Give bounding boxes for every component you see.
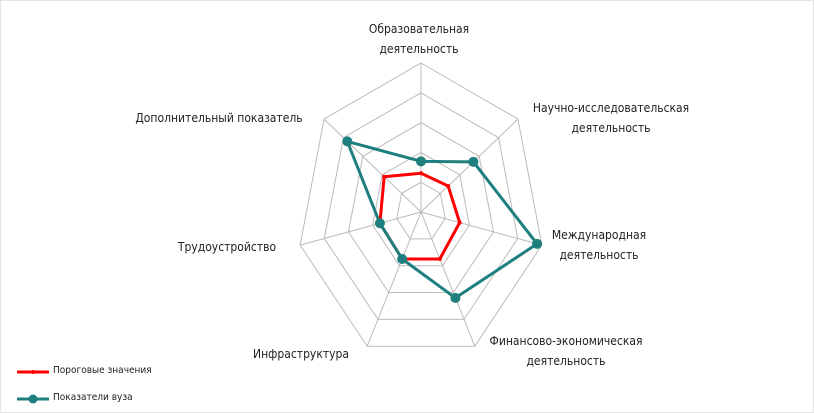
spoke [420,211,543,246]
spoke [323,118,422,213]
marker [416,156,426,167]
spoke [420,211,476,347]
spoke [366,211,422,347]
marker [397,253,408,264]
legend-label: Показатели вуза [53,392,133,403]
axis-label: Дополнительный показатель [135,111,303,125]
series-line [378,171,462,261]
axis-label: Научно-исследовательская деятельность [532,101,690,135]
legend-label: Пороговые значения [53,365,152,376]
marker [342,136,353,147]
marker [468,156,479,167]
legend-marker [28,394,38,404]
axis-label: Международная деятельность [551,228,647,262]
grid-ring [323,92,519,320]
axis-label: Инфраструктура [253,347,349,361]
marker [374,218,385,229]
spoke [420,118,519,213]
axis-label: Образовательная деятельность [368,22,470,56]
series-line [345,139,539,300]
axis-label: Финансово-экономическая деятельность [489,334,643,368]
spoke [299,211,422,246]
marker [437,256,442,261]
grid-ring [347,122,495,294]
grid-ring [396,181,446,240]
marker [419,171,423,176]
legend-marker [31,370,35,374]
grid-ring [299,62,543,347]
marker [382,174,387,179]
axis-label: Трудоустройство [177,240,277,254]
marker [446,183,451,188]
marker [450,292,461,303]
marker [457,220,462,225]
grid-ring [372,151,470,267]
marker [532,238,543,249]
